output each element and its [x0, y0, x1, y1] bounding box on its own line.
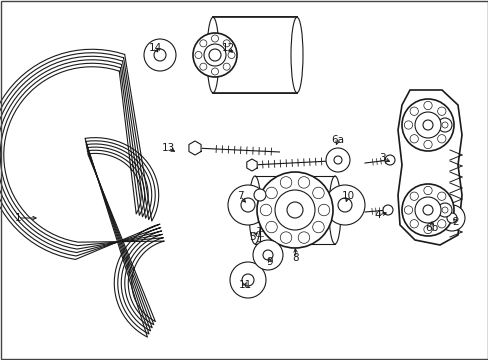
Circle shape: [437, 203, 451, 217]
Text: 5: 5: [249, 232, 256, 242]
Circle shape: [404, 121, 412, 129]
Circle shape: [437, 135, 445, 143]
Circle shape: [242, 274, 253, 286]
Circle shape: [280, 177, 291, 188]
Text: 13: 13: [161, 143, 174, 153]
Circle shape: [423, 140, 431, 149]
Polygon shape: [397, 90, 461, 245]
Circle shape: [241, 198, 254, 212]
Circle shape: [325, 185, 364, 225]
Circle shape: [423, 186, 431, 195]
Circle shape: [211, 35, 218, 42]
Text: 14: 14: [148, 43, 162, 53]
Circle shape: [252, 240, 283, 270]
Circle shape: [263, 250, 272, 260]
Text: 7: 7: [236, 191, 243, 201]
Circle shape: [211, 68, 218, 75]
Circle shape: [427, 214, 435, 222]
Circle shape: [312, 187, 324, 199]
Polygon shape: [246, 159, 257, 171]
Circle shape: [437, 118, 451, 132]
Ellipse shape: [248, 176, 261, 244]
Circle shape: [143, 39, 176, 71]
Circle shape: [253, 189, 265, 201]
Circle shape: [227, 185, 267, 225]
Circle shape: [274, 190, 314, 230]
Circle shape: [312, 221, 324, 233]
Circle shape: [154, 49, 165, 61]
Circle shape: [280, 232, 291, 243]
Polygon shape: [188, 141, 201, 155]
Circle shape: [227, 51, 235, 59]
Circle shape: [409, 107, 418, 115]
Circle shape: [200, 63, 206, 70]
Circle shape: [298, 177, 309, 188]
Circle shape: [286, 202, 303, 218]
Circle shape: [209, 50, 220, 60]
Circle shape: [337, 198, 351, 212]
Text: 11: 11: [238, 280, 251, 290]
Text: 1: 1: [15, 213, 21, 223]
Circle shape: [195, 51, 202, 59]
Circle shape: [414, 112, 440, 138]
Circle shape: [298, 232, 309, 243]
Bar: [254, 176, 334, 244]
Polygon shape: [246, 194, 257, 206]
Circle shape: [208, 49, 221, 61]
Circle shape: [404, 206, 412, 214]
Circle shape: [325, 148, 349, 172]
Circle shape: [422, 120, 432, 130]
Circle shape: [443, 206, 451, 214]
Circle shape: [438, 205, 464, 231]
Circle shape: [203, 44, 225, 66]
Circle shape: [260, 204, 271, 216]
Circle shape: [437, 192, 445, 201]
Text: 6b: 6b: [425, 223, 438, 233]
Text: 12: 12: [221, 43, 234, 53]
Circle shape: [423, 225, 431, 234]
Text: 3: 3: [378, 153, 385, 163]
Ellipse shape: [328, 176, 340, 244]
Circle shape: [446, 213, 456, 223]
Circle shape: [382, 205, 392, 215]
Circle shape: [401, 99, 453, 151]
Circle shape: [423, 101, 431, 110]
Circle shape: [409, 135, 418, 143]
Text: 2: 2: [452, 217, 458, 227]
Circle shape: [257, 172, 332, 248]
Text: 9: 9: [266, 257, 273, 267]
Ellipse shape: [290, 17, 303, 93]
Circle shape: [409, 220, 418, 228]
Circle shape: [414, 197, 440, 223]
Circle shape: [437, 107, 445, 115]
Circle shape: [265, 221, 277, 233]
Circle shape: [200, 40, 206, 47]
Circle shape: [318, 204, 329, 216]
Circle shape: [333, 156, 341, 164]
Circle shape: [443, 121, 451, 129]
Circle shape: [223, 40, 230, 47]
Text: 6a: 6a: [331, 135, 344, 145]
Bar: [213, 17, 296, 93]
Text: 10: 10: [341, 191, 354, 201]
Circle shape: [441, 207, 447, 213]
Circle shape: [223, 63, 230, 70]
Text: 8: 8: [292, 253, 299, 263]
Circle shape: [384, 155, 394, 165]
Circle shape: [437, 220, 445, 228]
Circle shape: [409, 192, 418, 201]
Text: 4: 4: [374, 210, 381, 220]
Circle shape: [193, 33, 237, 77]
Circle shape: [441, 122, 447, 128]
Circle shape: [420, 207, 442, 229]
Circle shape: [229, 262, 265, 298]
Circle shape: [265, 187, 277, 199]
Circle shape: [422, 205, 432, 215]
Ellipse shape: [206, 17, 219, 93]
Circle shape: [401, 184, 453, 236]
